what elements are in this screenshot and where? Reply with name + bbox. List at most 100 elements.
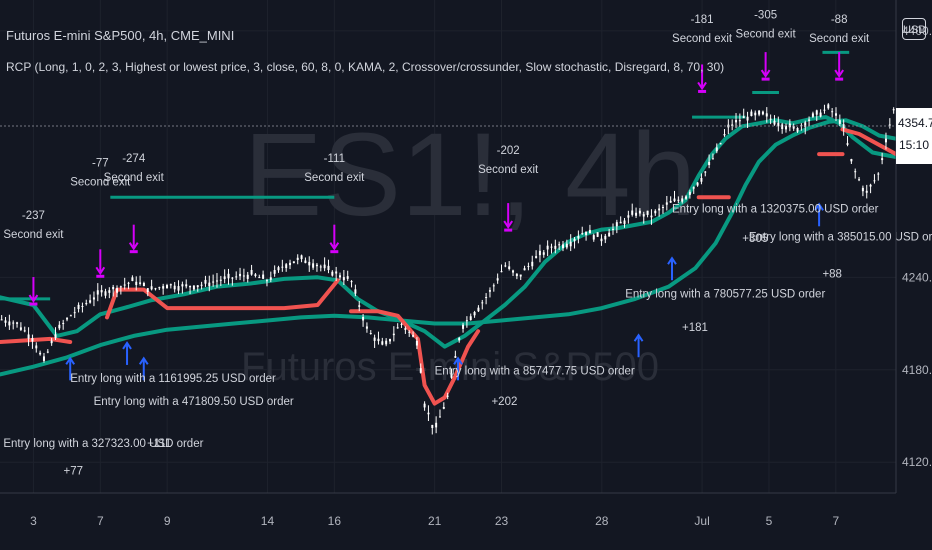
entry-marker[interactable] <box>453 356 463 381</box>
candle-body <box>535 256 538 258</box>
candle-body <box>354 289 357 294</box>
candle-body <box>250 270 253 275</box>
candle-body <box>858 179 861 181</box>
candle-body <box>327 265 330 270</box>
candle-body <box>296 257 299 260</box>
last-price-value: 4354.75 <box>898 116 932 130</box>
candle-body <box>873 180 876 182</box>
entry-marker[interactable] <box>138 356 149 381</box>
exit-arrow-head <box>95 266 106 276</box>
candle-body <box>208 282 211 287</box>
entry-label: Entry long with a 1161995.25 USD order <box>70 373 276 385</box>
candle-body <box>446 395 449 397</box>
candle-body <box>415 340 418 346</box>
candle-body <box>289 262 292 266</box>
exit-marker[interactable] <box>28 277 39 306</box>
bar-countdown: 15:10 <box>898 138 930 152</box>
markers-layer <box>28 52 844 381</box>
indicator-legend[interactable]: RCP (Long, 1, 0, 2, 3, Highest or lowest… <box>6 60 725 74</box>
candle-body <box>196 285 199 288</box>
candle-body <box>638 210 641 214</box>
candle-body <box>673 198 676 202</box>
candle-body <box>708 161 711 166</box>
candle-body <box>189 285 192 288</box>
candle-body <box>192 285 195 290</box>
candle-body <box>104 291 107 296</box>
exit-arrow-head <box>697 81 707 91</box>
candle-body <box>27 334 30 339</box>
candle-body <box>4 320 7 323</box>
candle-body <box>585 231 588 235</box>
candle-body <box>381 341 384 345</box>
entry-marker[interactable] <box>633 333 644 358</box>
candle-body <box>412 335 415 337</box>
y-tick-label: 4400.00 <box>902 24 932 38</box>
exit-arrow-head <box>503 220 514 229</box>
time-axis[interactable]: 3 7 9 14 16 21 23 28 Jul 5 7 <box>30 514 839 528</box>
exit-marker[interactable] <box>697 64 707 93</box>
candle-body <box>631 210 634 215</box>
candle-body <box>731 124 734 126</box>
candle-body <box>146 288 149 293</box>
x-tick-label: 7 <box>832 514 839 528</box>
candle-body <box>546 245 549 250</box>
candle-body <box>204 279 207 284</box>
entry-marker[interactable] <box>667 256 677 281</box>
exit-arrow-head <box>760 69 771 78</box>
candle-body <box>358 305 361 307</box>
candle-body <box>427 412 430 415</box>
candle-body <box>577 236 580 239</box>
price-axis[interactable]: 4120.00 4180.00 4240.00 4400.00 <box>902 24 932 469</box>
exit-marker[interactable] <box>503 203 514 232</box>
candle-body <box>173 285 176 290</box>
candle-body <box>608 232 611 237</box>
profit-label: +305 <box>742 233 768 245</box>
candle-body <box>165 285 168 289</box>
candle-body <box>581 233 584 235</box>
candle-body <box>504 265 507 267</box>
exit-marker[interactable] <box>329 224 340 254</box>
candle-body <box>846 143 849 145</box>
candle-body <box>650 215 653 218</box>
candle-body <box>400 323 403 325</box>
candle-body <box>815 110 818 115</box>
entry-marker[interactable] <box>65 356 76 381</box>
chart-grid <box>0 0 896 493</box>
x-tick-label: 3 <box>30 514 37 528</box>
candle-body <box>304 260 307 264</box>
exit-marker[interactable] <box>760 52 771 81</box>
exit-marker[interactable] <box>834 52 844 81</box>
entry-label: Entry long with a 1320375.00 USD order <box>672 204 879 216</box>
exit-label: Second exit <box>736 28 797 40</box>
candle-body <box>139 282 142 284</box>
candle-body <box>477 307 480 312</box>
candle-body <box>331 271 334 276</box>
candle-body <box>323 264 326 269</box>
candle-body <box>450 373 453 378</box>
candle-body <box>339 275 342 278</box>
entry-marker[interactable] <box>814 202 824 227</box>
candle-body <box>92 297 95 300</box>
candle-body <box>838 120 841 124</box>
candle-body <box>73 312 76 314</box>
entry-marker[interactable] <box>122 341 132 365</box>
candle-body <box>342 277 345 281</box>
exit-marker[interactable] <box>95 249 106 278</box>
candle-body <box>888 124 891 126</box>
candle-body <box>627 215 630 218</box>
exit-pnl-label: -237 <box>22 210 45 222</box>
candle-body <box>223 276 226 280</box>
candle-body <box>258 277 261 279</box>
candle-body <box>531 261 534 267</box>
candle-body <box>239 273 242 277</box>
candle-body <box>746 116 749 121</box>
candle-body <box>765 113 768 117</box>
x-tick-label: 16 <box>328 514 342 528</box>
candle-body <box>35 345 38 349</box>
watermark-description: Futuros E-mini S&P500 <box>241 345 659 389</box>
candle-body <box>538 250 541 256</box>
currency-button[interactable]: USD <box>902 18 926 40</box>
candle-body <box>242 275 245 277</box>
exit-marker[interactable] <box>128 224 139 254</box>
